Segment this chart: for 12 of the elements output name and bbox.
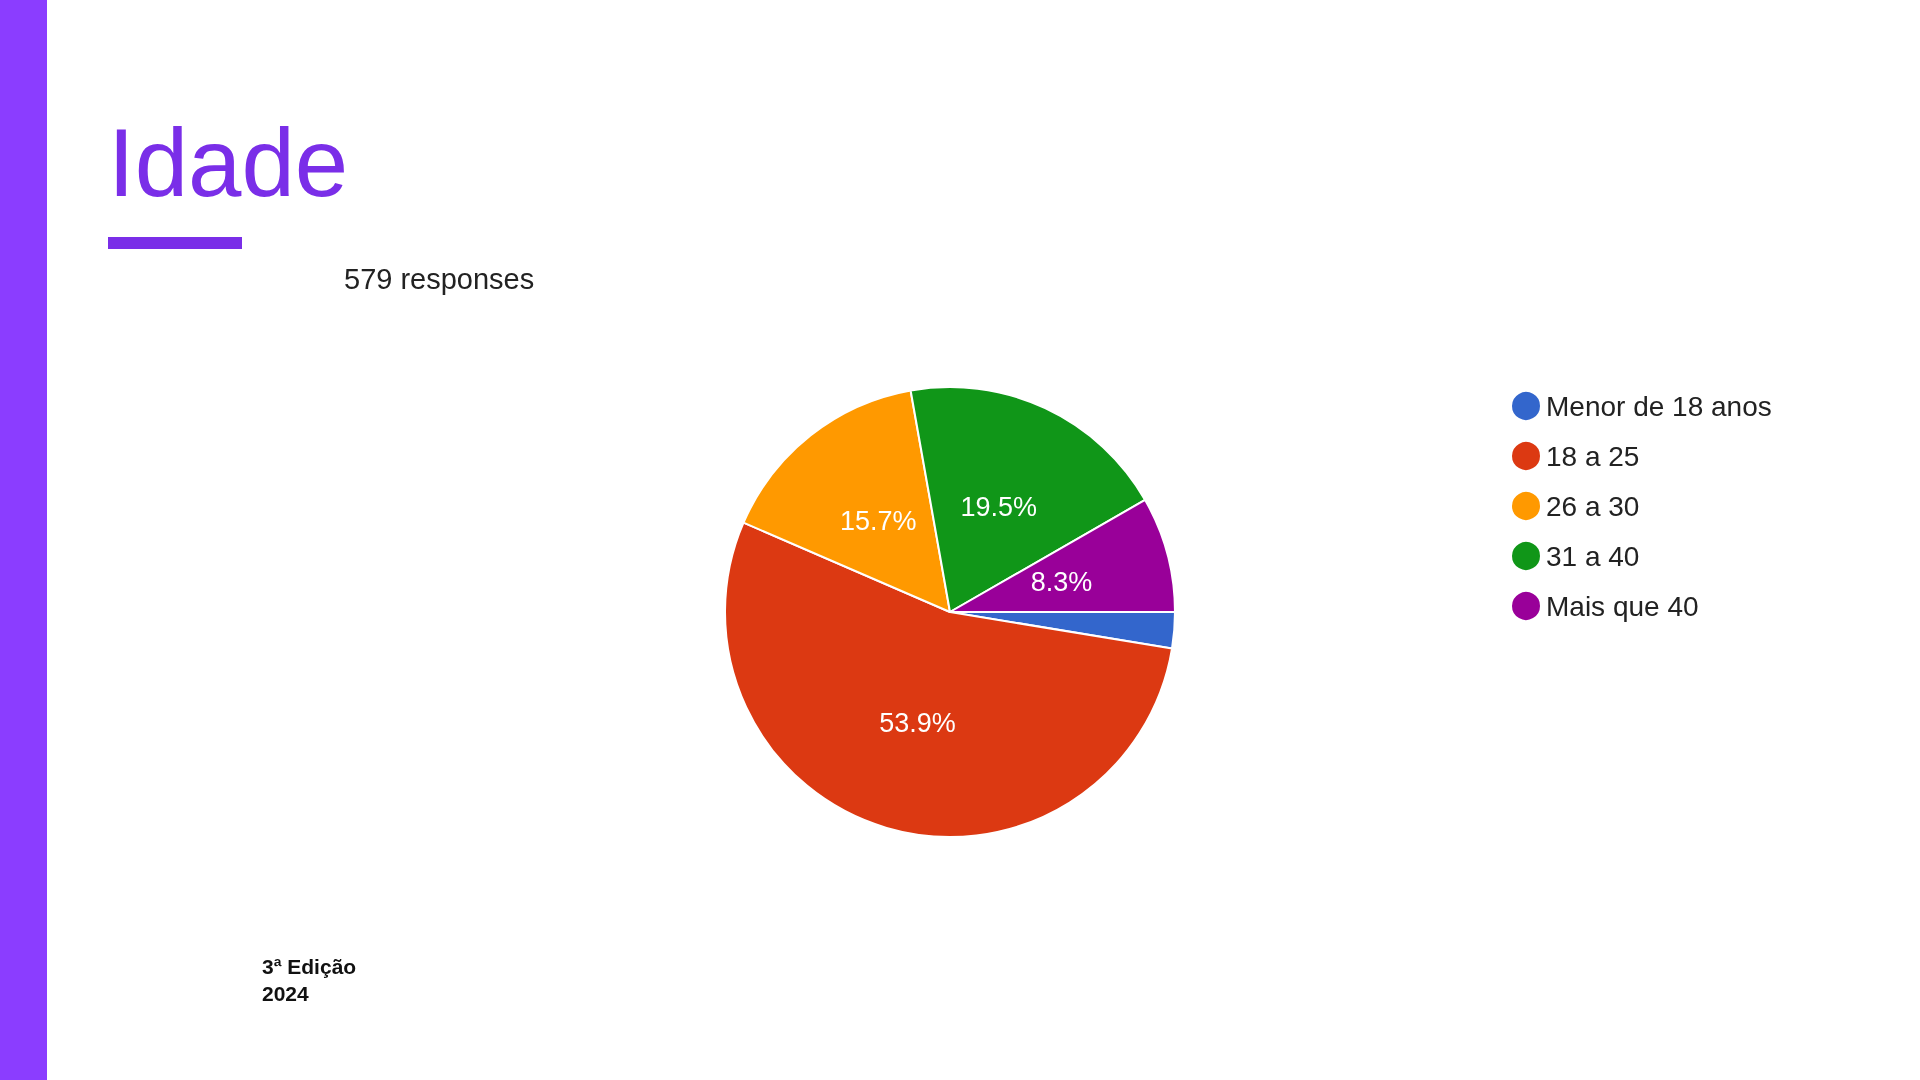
legend-label: Menor de 18 anos — [1546, 390, 1772, 422]
legend-label: 31 a 40 — [1546, 540, 1640, 572]
text: 3ª Edição 2024 — [262, 954, 358, 1007]
data-label: 8.3% — [1030, 567, 1093, 598]
data-label: 19.5% — [960, 492, 1038, 523]
legend-label: Mais que 40 — [1546, 590, 1699, 622]
legend-label: 26 a 30 — [1546, 490, 1640, 522]
chart-title: Idade — [108, 108, 349, 218]
text: 579 responses — [344, 263, 535, 296]
data-label: 15.7% — [840, 506, 917, 537]
data-label: 53.9% — [879, 707, 956, 738]
legend-label: 18 a 25 — [1546, 440, 1640, 472]
